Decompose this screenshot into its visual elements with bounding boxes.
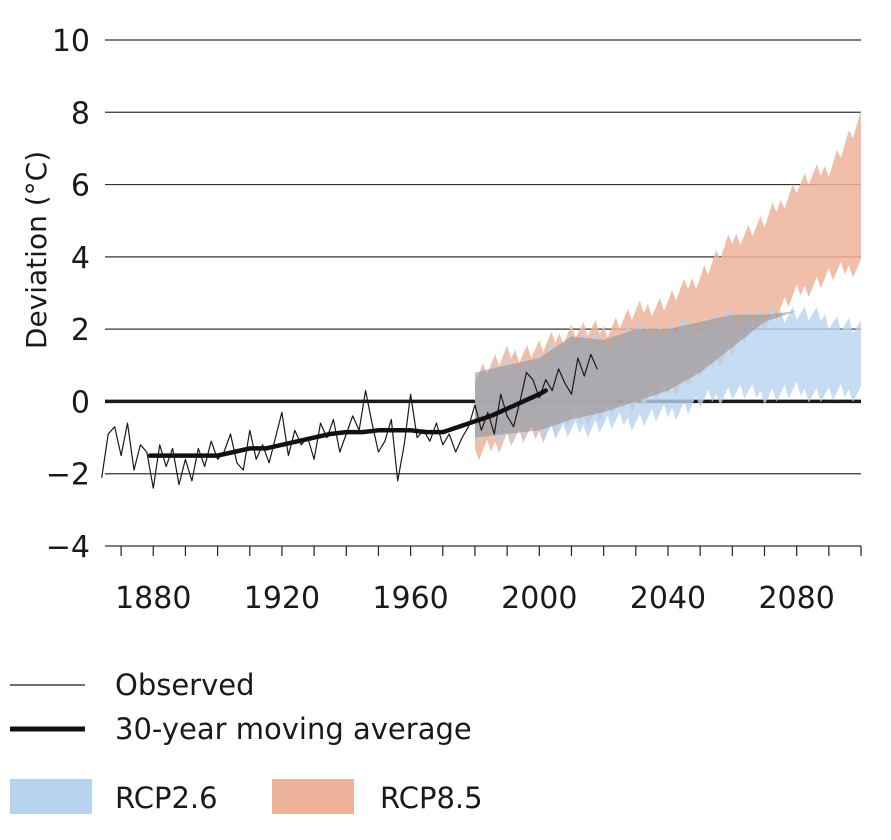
x-tick-label: 2000 bbox=[501, 581, 577, 616]
x-tick-label: 1920 bbox=[244, 581, 320, 616]
band-overlap bbox=[474, 311, 861, 438]
x-tick-labels: 1880 1920 1960 2000 2040 2080 bbox=[115, 581, 835, 616]
legend-moving-average-label: 30-year moving average bbox=[115, 712, 472, 746]
legend: Observed 30-year moving average RCP2.6 R… bbox=[10, 668, 483, 815]
y-tick-label: −2 bbox=[46, 458, 90, 493]
x-tick-label: 1880 bbox=[115, 581, 191, 616]
legend-observed-label: Observed bbox=[115, 668, 255, 702]
y-tick-label: 4 bbox=[71, 241, 90, 276]
y-tick-label: 10 bbox=[52, 24, 90, 59]
y-tick-label: 8 bbox=[71, 96, 90, 131]
x-tick-label: 2040 bbox=[630, 581, 706, 616]
y-axis-title: Deviation (°C) bbox=[20, 151, 53, 349]
x-tick-label: 1960 bbox=[372, 581, 448, 616]
y-tick-label: 6 bbox=[71, 169, 90, 204]
legend-rcp85-label: RCP8.5 bbox=[380, 781, 483, 815]
x-axis bbox=[120, 546, 862, 556]
x-tick-label: 2080 bbox=[758, 581, 834, 616]
y-tick-labels: 10 8 6 4 2 0 −2 −4 bbox=[46, 24, 90, 565]
legend-rcp26-swatch bbox=[10, 779, 92, 814]
data-lines bbox=[101, 353, 598, 489]
scenario-bands bbox=[474, 110, 861, 461]
y-tick-label: 0 bbox=[71, 385, 90, 420]
observed-line bbox=[101, 353, 598, 489]
y-tick-label: −4 bbox=[46, 530, 90, 565]
legend-rcp85-swatch bbox=[272, 779, 354, 814]
legend-rcp26-label: RCP2.6 bbox=[115, 781, 218, 815]
y-tick-label: 2 bbox=[71, 313, 90, 348]
moving-average-line bbox=[147, 388, 548, 458]
